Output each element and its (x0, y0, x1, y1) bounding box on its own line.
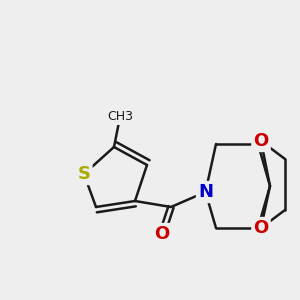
Text: CH3: CH3 (107, 110, 133, 124)
Text: O: O (154, 225, 169, 243)
Text: O: O (254, 219, 268, 237)
Text: S: S (77, 165, 91, 183)
Text: N: N (198, 183, 213, 201)
Text: O: O (254, 132, 268, 150)
